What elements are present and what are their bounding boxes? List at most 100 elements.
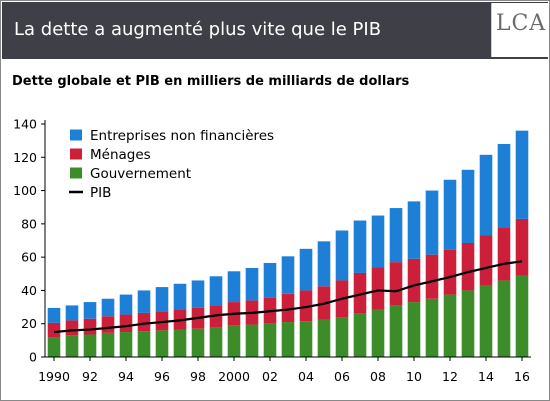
bar-corporates-2007 (353, 220, 367, 273)
y-tick-label-120: 120 (13, 150, 37, 165)
bar-households-2016 (515, 218, 529, 276)
legend-swatch-households (70, 148, 82, 160)
logo-text: LCA (495, 11, 547, 36)
bar-government-2008 (371, 309, 385, 357)
y-tick-label-20: 20 (21, 316, 37, 331)
bar-households-2003 (281, 293, 295, 323)
bar-government-2010 (407, 302, 421, 357)
bar-government-2013 (461, 290, 475, 357)
bar-households-2010 (407, 258, 421, 303)
bar-corporates-2001 (245, 267, 259, 301)
bar-corporates-2002 (263, 262, 277, 298)
bar-households-2004 (299, 290, 313, 322)
bar-government-2011 (425, 298, 439, 357)
x-tick-label-2012: 12 (442, 369, 458, 384)
bar-households-1994 (119, 314, 133, 333)
bar-government-2009 (389, 305, 403, 357)
bar-corporates-2013 (461, 169, 475, 243)
bar-households-1996 (155, 311, 169, 331)
x-tick-label-1990: 1990 (38, 369, 70, 384)
legend-swatch-government (70, 167, 82, 179)
bar-corporates-1993 (101, 298, 115, 317)
bar-corporates-1994 (119, 294, 133, 315)
bar-government-2005 (317, 319, 331, 357)
legend-label-government: Gouvernement (90, 166, 191, 182)
bar-corporates-2005 (317, 241, 331, 287)
y-tick-label-100: 100 (13, 183, 37, 198)
bar-corporates-1991 (65, 305, 79, 321)
bar-corporates-1997 (173, 283, 187, 310)
header-title: La dette a augmenté plus vite que le PIB (14, 19, 382, 40)
legend-swatch-corporates (70, 129, 82, 141)
bar-households-1992 (83, 318, 97, 335)
bar-corporates-1998 (191, 280, 205, 308)
legend-label-corporates: Entreprises non financières (90, 128, 274, 144)
bar-government-1997 (173, 329, 187, 357)
bar-corporates-2004 (299, 248, 313, 291)
x-tick-label-2014: 14 (478, 369, 494, 384)
bar-households-1991 (65, 320, 79, 336)
x-tick-label-2004: 04 (298, 369, 314, 384)
gdp-line (53, 260, 523, 334)
bar-government-1998 (191, 328, 205, 357)
bar-government-2014 (479, 285, 493, 357)
bar-corporates-2008 (371, 215, 385, 268)
bar-corporates-2014 (479, 154, 493, 236)
x-tick-label-1996: 96 (154, 369, 170, 384)
legend-group: Entreprises non financières Ménages Gouver… (69, 128, 274, 201)
bar-corporates-1992 (83, 302, 97, 319)
x-tick-label-1994: 94 (118, 369, 134, 384)
bar-corporates-2015 (497, 143, 511, 228)
bar-households-2007 (353, 272, 367, 314)
bar-government-2012 (443, 294, 457, 357)
lca-logo: LCA (491, 3, 549, 57)
bar-corporates-2010 (407, 201, 421, 259)
bar-households-2011 (425, 254, 439, 299)
bar-government-2002 (263, 323, 277, 357)
x-tick-label-2002: 02 (262, 369, 278, 384)
bar-corporates-2011 (425, 190, 439, 255)
bar-corporates-1996 (155, 287, 169, 312)
bar-households-2009 (389, 262, 403, 306)
axes-group: 0 20 40 60 80 100 120 140 1990 92 94 96 98 2000 02 04 06… (13, 117, 531, 384)
gdp-line-group (53, 260, 523, 334)
y-tick-label-80: 80 (21, 216, 37, 231)
bar-government-1993 (101, 332, 115, 357)
legend-label-gdp: PIB (90, 185, 111, 201)
x-tick-label-2006: 06 (334, 369, 350, 384)
bar-government-2007 (353, 313, 367, 357)
bar-households-2013 (461, 243, 475, 291)
x-tick-label-1992: 92 (82, 369, 98, 384)
x-tick-label-2010: 10 (406, 369, 422, 384)
legend-label-households: Ménages (90, 147, 151, 163)
bar-government-1995 (137, 331, 151, 357)
bar-government-2006 (335, 317, 349, 357)
x-tick-label-2000: 2000 (218, 369, 250, 384)
bar-households-1993 (101, 316, 115, 333)
bar-government-2015 (497, 280, 511, 357)
bar-corporates-2006 (335, 230, 349, 281)
y-tick-label-0: 0 (29, 350, 37, 365)
bar-corporates-2003 (281, 256, 295, 294)
bar-government-1990 (47, 337, 61, 357)
bar-corporates-1995 (137, 290, 151, 313)
bar-government-1992 (83, 334, 97, 357)
bar-government-2004 (299, 321, 313, 357)
bar-government-2000 (227, 325, 241, 357)
bar-government-2001 (245, 324, 259, 357)
chart-title: Dette globale et PIB en milliers de mill… (12, 74, 410, 89)
bar-households-1995 (137, 312, 151, 332)
bar-households-2015 (497, 227, 511, 281)
x-tick-label-2008: 08 (370, 369, 386, 384)
bar-corporates-2012 (443, 179, 457, 250)
header-bar: La dette a augmenté plus vite que le PIB (2, 2, 548, 59)
bars-group (47, 130, 529, 357)
bar-corporates-2016 (515, 130, 529, 219)
bar-households-2014 (479, 235, 493, 286)
y-tick-label-60: 60 (21, 250, 37, 265)
bar-corporates-1990 (47, 307, 61, 323)
x-tick-label-1998: 98 (190, 369, 206, 384)
bar-government-1999 (209, 327, 223, 357)
bar-government-2003 (281, 322, 295, 357)
